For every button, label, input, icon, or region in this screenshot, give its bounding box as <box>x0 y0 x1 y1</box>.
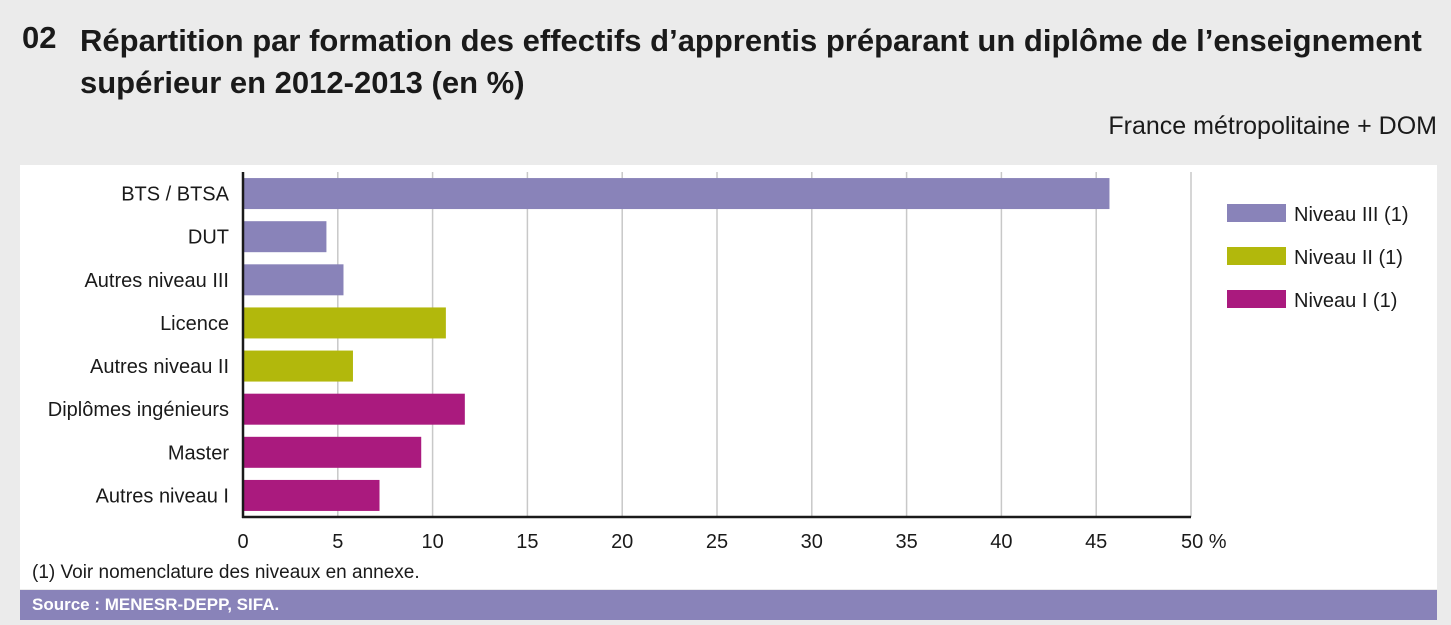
x-tick-label: 35 <box>895 531 917 553</box>
bar <box>243 436 422 468</box>
x-tick-label: 25 <box>706 531 728 553</box>
bar <box>243 178 1110 210</box>
bar <box>243 264 344 296</box>
y-category-label: Autres niveau II <box>90 356 229 378</box>
bar <box>243 479 380 511</box>
y-category-label: Autres niveau III <box>84 270 229 292</box>
x-tick-label: 45 <box>1085 531 1107 553</box>
y-category-label: Diplômes ingénieurs <box>48 399 229 421</box>
legend-label: Niveau I (1) <box>1294 290 1397 312</box>
legend-swatch <box>1227 290 1286 308</box>
x-tick-label: 20 <box>611 531 633 553</box>
source-bar: Source : MENESR-DEPP, SIFA. <box>20 590 1437 620</box>
x-tick-label: 0 <box>237 531 248 553</box>
y-category-label: Master <box>168 442 229 464</box>
bar <box>243 393 465 425</box>
x-tick-label: 50 % <box>1181 531 1227 553</box>
chart-panel <box>20 165 1437 589</box>
bar <box>243 221 327 253</box>
x-tick-label: 10 <box>421 531 443 553</box>
x-tick-label: 30 <box>801 531 823 553</box>
chart-subtitle: France métropolitaine + DOM <box>1108 112 1437 140</box>
legend-label: Niveau III (1) <box>1294 204 1408 226</box>
y-category-label: Autres niveau I <box>96 485 229 507</box>
footnote: (1) Voir nomenclature des niveaux en ann… <box>32 562 420 583</box>
legend-label: Niveau II (1) <box>1294 247 1403 269</box>
legend-swatch <box>1227 204 1286 222</box>
bar <box>243 350 353 382</box>
x-tick-label: 5 <box>332 531 343 553</box>
bar <box>243 307 446 339</box>
figure-number: 02 <box>22 20 57 55</box>
y-category-label: BTS / BTSA <box>121 184 229 206</box>
y-category-label: Licence <box>160 313 229 335</box>
x-tick-label: 40 <box>990 531 1012 553</box>
x-tick-label: 15 <box>516 531 538 553</box>
y-category-label: DUT <box>188 227 229 249</box>
legend-swatch <box>1227 247 1286 265</box>
chart-title: Répartition par formation des effectifs … <box>80 23 1422 100</box>
